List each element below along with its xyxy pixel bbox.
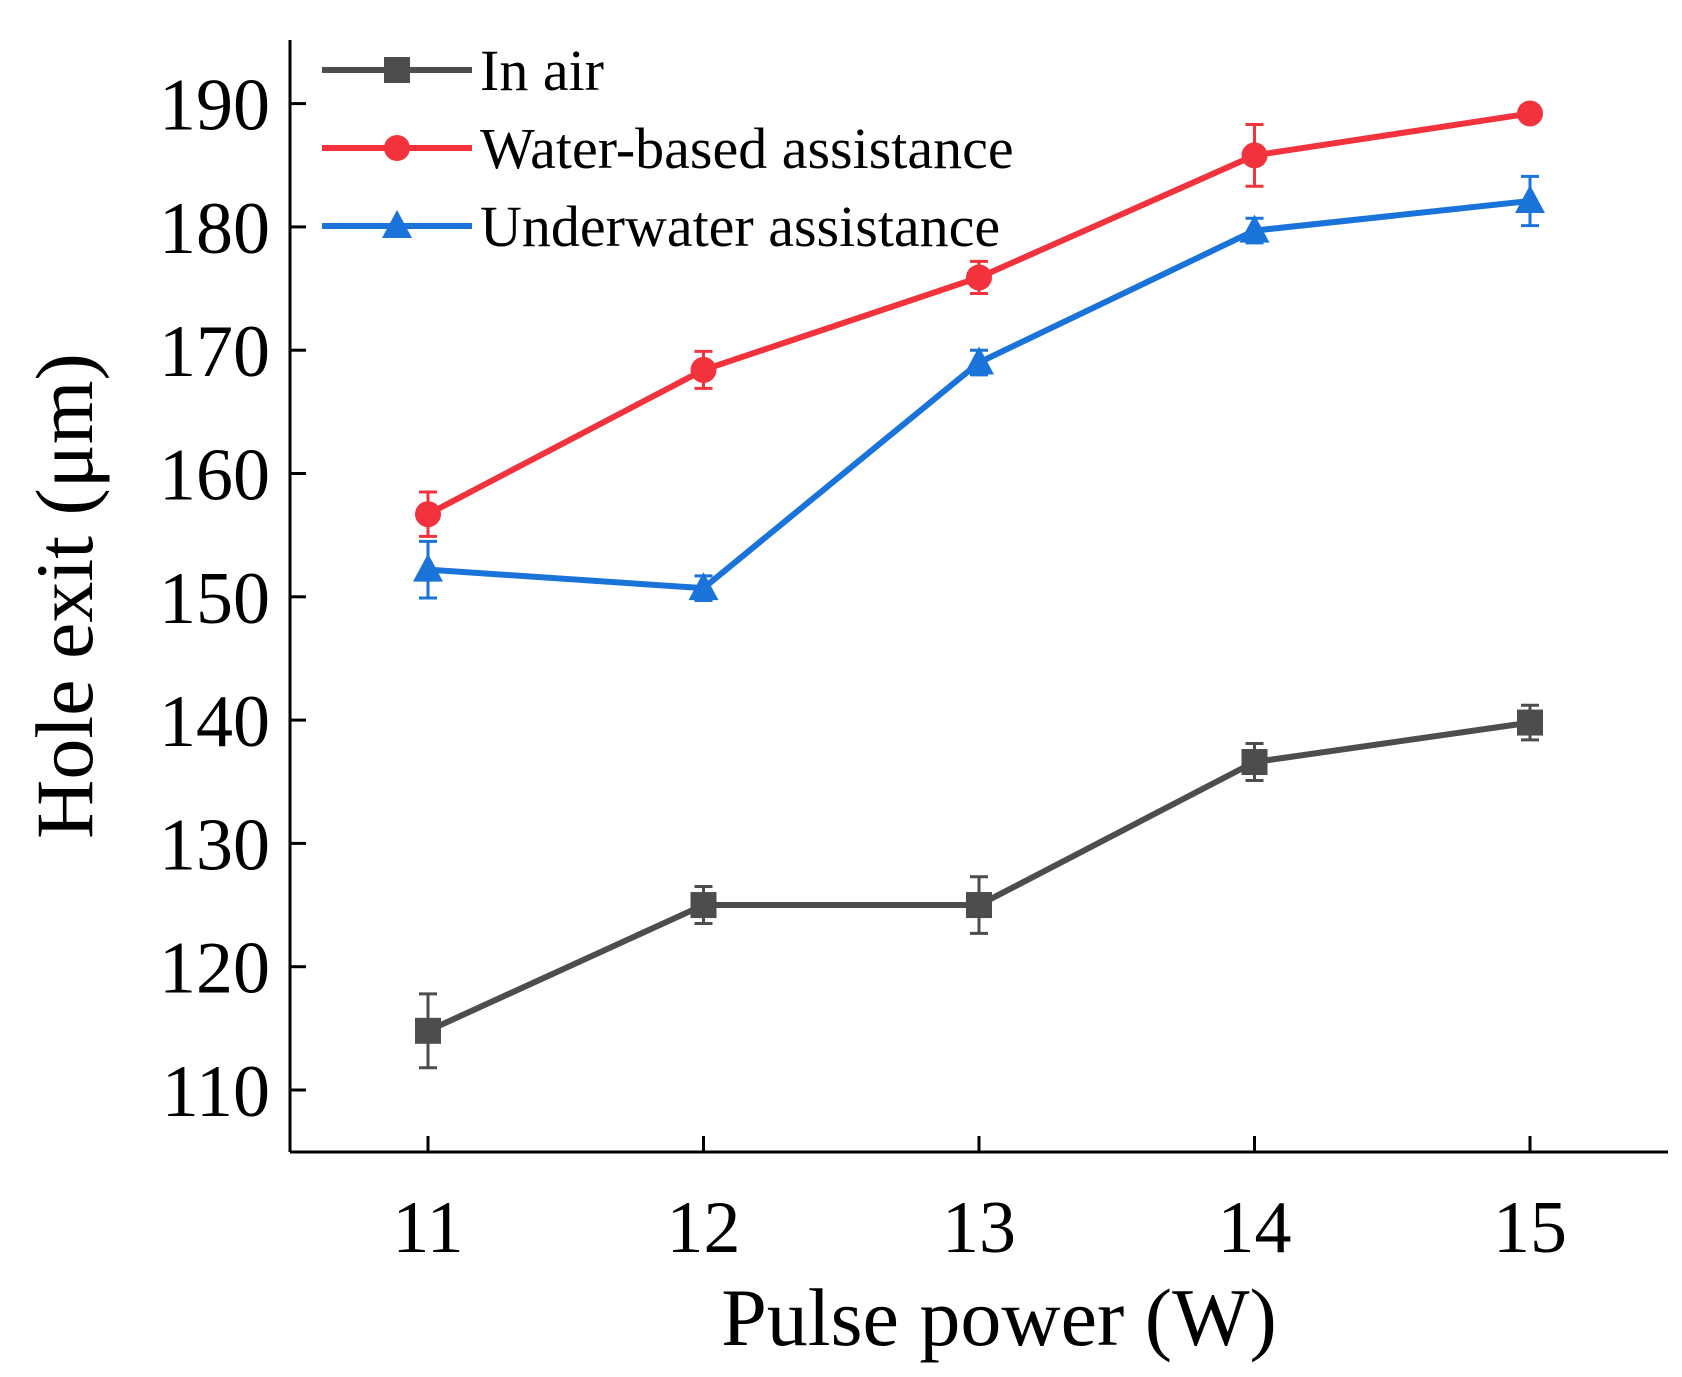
series-0 [415, 703, 1543, 1070]
y-tick-label: 160 [159, 435, 270, 517]
series-1 [415, 100, 1543, 538]
data-point [688, 572, 719, 601]
data-point [1517, 100, 1543, 127]
data-point [1517, 709, 1543, 736]
legend-label: Water-based assistance [480, 116, 1014, 181]
x-tick-label: 14 [1218, 1187, 1292, 1269]
y-tick-label: 190 [159, 65, 270, 147]
data-point [690, 356, 717, 383]
data-point [966, 892, 992, 919]
y-tick-label: 110 [162, 1051, 270, 1133]
series-2 [413, 174, 1545, 602]
y-axis-title: Hole exit (μm) [19, 353, 110, 839]
x-tick-label: 15 [1493, 1187, 1567, 1269]
legend-label: Underwater assistance [480, 194, 1000, 259]
data-point [690, 892, 717, 919]
x-axis-title: Pulse power (W) [721, 1272, 1277, 1363]
legend-label: In air [480, 38, 604, 103]
data-point [1239, 214, 1270, 243]
x-tick-label: 11 [392, 1187, 463, 1269]
legend-item: Water-based assistance [322, 116, 1014, 181]
data-point [1515, 185, 1545, 214]
legend-item: In air [322, 38, 604, 103]
y-tick-label: 120 [159, 928, 270, 1010]
legend-marker [384, 57, 410, 83]
data-point [964, 346, 994, 375]
y-tick-label: 140 [159, 681, 270, 763]
x-tick-label: 13 [942, 1187, 1016, 1269]
legend-marker [382, 210, 412, 238]
data-point [413, 553, 443, 582]
y-tick-label: 150 [159, 558, 270, 640]
x-ticks: 11 12 13 14 15 [392, 1136, 1567, 1269]
legend: In air Water-based assistance Underwater a… [322, 38, 1014, 259]
data-point [415, 1017, 441, 1044]
data-point [966, 264, 992, 291]
y-tick-label: 130 [159, 804, 270, 886]
y-ticks: 110 120 130 140 150 160 170 180 190 [159, 65, 306, 1133]
series-layer [413, 100, 1545, 1070]
x-tick-label: 12 [667, 1187, 741, 1269]
axes: 110 120 130 140 150 160 170 180 190 11 12 13 14 15 [159, 40, 1668, 1269]
legend-item: Underwater assistance [322, 194, 1000, 259]
legend-marker [384, 135, 410, 161]
series-line [427, 198, 1531, 592]
y-tick-label: 170 [159, 311, 270, 393]
y-tick-label: 180 [159, 188, 270, 270]
data-point [1241, 749, 1268, 776]
data-point [415, 501, 441, 528]
data-point [1241, 142, 1268, 169]
